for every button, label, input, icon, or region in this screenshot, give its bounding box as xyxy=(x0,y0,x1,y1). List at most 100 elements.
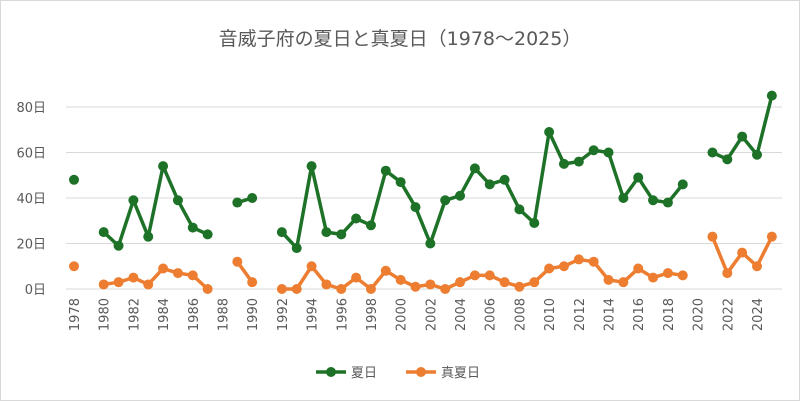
data-point xyxy=(529,218,540,229)
data-point xyxy=(662,197,673,208)
data-point xyxy=(158,263,169,274)
x-tick-label: 2022 xyxy=(721,298,736,331)
data-point xyxy=(766,90,777,101)
series-line-manatsubi xyxy=(281,257,684,291)
data-point xyxy=(707,231,718,242)
x-tick-label: 2010 xyxy=(543,298,558,331)
data-point xyxy=(737,247,748,258)
data-point xyxy=(499,174,510,185)
data-point xyxy=(306,261,317,272)
data-point xyxy=(573,156,584,167)
data-point xyxy=(618,193,629,203)
data-point xyxy=(766,231,777,242)
data-point xyxy=(469,163,480,174)
data-point xyxy=(291,284,302,294)
data-point xyxy=(202,284,213,294)
data-point xyxy=(321,227,332,238)
data-point xyxy=(172,195,183,206)
data-point xyxy=(455,190,466,201)
data-point xyxy=(336,284,347,294)
data-point xyxy=(321,279,332,290)
data-point xyxy=(588,256,599,267)
data-point xyxy=(440,195,451,206)
data-point xyxy=(588,145,599,156)
legend-label: 真夏日 xyxy=(441,366,480,381)
data-point xyxy=(113,277,124,288)
data-point xyxy=(752,261,762,272)
x-tick-label: 2004 xyxy=(454,298,469,331)
data-point xyxy=(558,261,569,272)
data-point xyxy=(558,158,569,169)
x-tick-label: 2018 xyxy=(662,298,677,331)
data-point xyxy=(158,161,169,172)
x-tick-label: 1994 xyxy=(306,298,321,331)
data-point xyxy=(395,274,406,285)
x-tick-label: 1978 xyxy=(68,298,83,331)
y-tick-label: 20日 xyxy=(16,238,46,253)
data-point xyxy=(455,277,466,288)
data-point xyxy=(573,254,584,265)
x-tick-label: 1980 xyxy=(98,298,113,331)
data-point xyxy=(143,231,154,242)
x-tick-label: 2020 xyxy=(692,298,707,331)
data-point xyxy=(514,204,525,215)
x-tick-label: 1988 xyxy=(216,298,231,331)
data-point xyxy=(395,177,406,188)
legend-label: 夏日 xyxy=(351,366,377,381)
data-point xyxy=(187,222,198,233)
x-tick-label: 1998 xyxy=(365,298,380,331)
data-point xyxy=(469,270,480,281)
x-tick-label: 1996 xyxy=(335,298,350,331)
legend-marker xyxy=(326,367,336,377)
x-tick-label: 2008 xyxy=(513,298,528,331)
data-point xyxy=(351,213,362,224)
x-tick-label: 2002 xyxy=(424,298,439,331)
data-point xyxy=(677,179,688,190)
data-point xyxy=(425,279,436,290)
data-point xyxy=(499,277,510,288)
data-point xyxy=(752,149,762,160)
data-point xyxy=(410,281,421,292)
data-point xyxy=(544,263,555,274)
x-tick-label: 2000 xyxy=(395,298,410,331)
data-point xyxy=(380,165,391,176)
data-point xyxy=(425,238,436,249)
data-point xyxy=(306,161,317,172)
data-point xyxy=(232,197,243,208)
data-point xyxy=(529,277,540,288)
data-point xyxy=(737,131,748,142)
data-point xyxy=(291,243,302,254)
data-point xyxy=(722,268,733,279)
data-point xyxy=(514,281,525,292)
x-tick-label: 1982 xyxy=(127,298,142,331)
x-tick-label: 1984 xyxy=(157,298,172,331)
data-point xyxy=(202,229,213,240)
series-line-natsubi xyxy=(280,130,685,250)
data-point xyxy=(484,179,495,190)
data-point xyxy=(722,154,733,165)
data-point xyxy=(128,195,139,206)
data-point xyxy=(380,265,391,276)
data-point xyxy=(187,270,198,281)
chart-title: 音威子府の夏日と真夏日（1978～2025） xyxy=(218,28,582,50)
data-point xyxy=(336,229,347,240)
data-point xyxy=(440,284,451,294)
data-point xyxy=(98,279,109,290)
data-point xyxy=(633,172,644,183)
y-tick-label: 40日 xyxy=(16,192,46,207)
data-point xyxy=(247,277,258,288)
data-point xyxy=(648,195,659,206)
x-tick-label: 1990 xyxy=(246,298,261,331)
data-point xyxy=(410,202,421,213)
y-tick-label: 80日 xyxy=(16,101,46,116)
data-point xyxy=(172,268,183,279)
data-point xyxy=(247,193,258,203)
data-point xyxy=(618,277,629,288)
data-point xyxy=(98,227,109,238)
data-point xyxy=(484,270,495,281)
data-point xyxy=(677,270,688,281)
x-tick-label: 1992 xyxy=(276,298,291,331)
data-point xyxy=(707,147,718,158)
data-point xyxy=(276,284,287,294)
